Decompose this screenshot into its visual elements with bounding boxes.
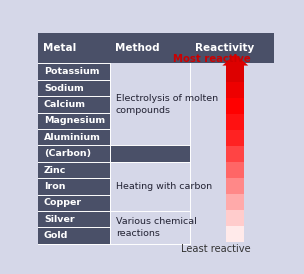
Bar — [190, 80, 274, 96]
Bar — [110, 80, 190, 96]
Bar — [110, 195, 190, 211]
Bar — [38, 227, 110, 244]
Text: Copper: Copper — [44, 198, 82, 207]
Bar — [226, 129, 244, 146]
Bar — [190, 129, 274, 145]
Text: Heating with carbon: Heating with carbon — [116, 182, 212, 191]
Bar — [190, 113, 274, 129]
Text: Metal: Metal — [43, 43, 76, 53]
Bar — [190, 211, 274, 227]
Bar — [226, 177, 244, 194]
Bar — [226, 97, 244, 114]
Bar — [226, 193, 244, 210]
Bar — [110, 178, 190, 195]
Bar — [38, 178, 110, 195]
Bar — [226, 81, 244, 98]
Bar — [190, 195, 274, 211]
Text: Calcium: Calcium — [44, 100, 86, 109]
Bar — [38, 80, 110, 96]
Bar — [190, 64, 274, 80]
Bar — [38, 145, 110, 162]
Bar — [110, 145, 190, 162]
Text: Potassium: Potassium — [44, 67, 99, 76]
Bar — [226, 209, 244, 226]
Bar — [110, 211, 190, 227]
Bar — [226, 161, 244, 178]
Bar — [226, 113, 244, 130]
Text: Various chemical
reactions: Various chemical reactions — [116, 217, 196, 238]
Bar — [190, 178, 274, 195]
Bar — [110, 96, 190, 113]
Text: Iron: Iron — [44, 182, 65, 191]
Text: Magnesium: Magnesium — [44, 116, 105, 125]
Bar — [38, 64, 110, 80]
Text: Least reactive: Least reactive — [181, 244, 250, 254]
Bar — [226, 225, 244, 242]
Bar — [38, 129, 110, 145]
Text: Most reactive: Most reactive — [173, 54, 250, 64]
Bar — [38, 33, 274, 64]
Bar — [190, 96, 274, 113]
Bar — [190, 145, 274, 162]
Bar — [190, 162, 274, 178]
Bar — [110, 113, 190, 129]
Bar — [110, 64, 190, 80]
Bar — [110, 162, 190, 178]
Bar — [38, 162, 110, 178]
Bar — [38, 211, 110, 227]
Text: Gold: Gold — [44, 231, 68, 240]
Text: Electrolysis of molten
compounds: Electrolysis of molten compounds — [116, 95, 218, 115]
Bar — [38, 113, 110, 129]
Polygon shape — [222, 54, 248, 65]
Bar — [110, 227, 190, 244]
Text: Zinc: Zinc — [44, 165, 66, 175]
Bar — [38, 195, 110, 211]
Text: Silver: Silver — [44, 215, 74, 224]
Text: Reactivity: Reactivity — [195, 43, 254, 53]
Bar — [190, 227, 274, 244]
Bar — [38, 96, 110, 113]
Bar — [226, 65, 244, 82]
Bar — [110, 129, 190, 145]
Text: Method: Method — [115, 43, 159, 53]
Text: Sodium: Sodium — [44, 84, 84, 93]
Text: (Carbon): (Carbon) — [44, 149, 91, 158]
Bar — [226, 145, 244, 162]
Text: Aluminium: Aluminium — [44, 133, 101, 142]
